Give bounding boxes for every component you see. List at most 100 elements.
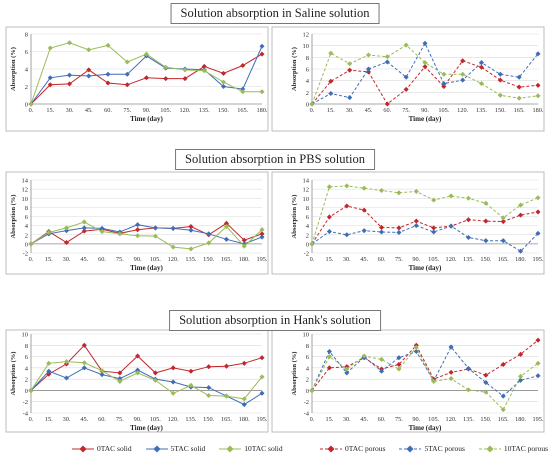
x-tick-label: 180. bbox=[532, 107, 543, 114]
x-tick-label: 45. bbox=[85, 107, 93, 114]
data-point-10tac-solid bbox=[170, 390, 176, 396]
x-tick-label: 150. bbox=[480, 256, 491, 263]
data-point-0tac-porous bbox=[413, 218, 419, 224]
data-point-10tac-porous bbox=[518, 373, 524, 379]
y-tick-label: 8 bbox=[306, 55, 309, 62]
x-tick-label: 90. bbox=[134, 256, 142, 263]
data-point-10tac-solid bbox=[220, 79, 227, 85]
x-tick-label: 165. bbox=[498, 416, 509, 423]
section-title-saline: Solution absorption in Saline solution bbox=[170, 3, 380, 24]
chart-panel-4: -2 0 2 4 6 8 10 12 14 0. 15. 30. 45. 60. 75. 90. 105. 120… bbox=[271, 171, 545, 275]
data-point-10tac-solid bbox=[99, 368, 105, 374]
data-point-10tac-porous bbox=[344, 183, 350, 189]
x-tick-label: 15. bbox=[325, 256, 333, 263]
y-tick-label: 10 bbox=[22, 196, 29, 203]
data-point-0tac-porous bbox=[378, 224, 385, 230]
series-line-10tac-porous bbox=[311, 346, 539, 411]
data-point-5tac-solid bbox=[206, 231, 212, 237]
data-point-10tac-solid bbox=[241, 243, 247, 249]
x-tick-label: 0. bbox=[310, 416, 315, 423]
data-point-10tac-solid bbox=[259, 227, 265, 233]
data-point-0tac-solid bbox=[63, 239, 70, 246]
y-tick-label: 6 bbox=[306, 214, 310, 221]
data-point-10tac-porous bbox=[497, 92, 503, 98]
data-point-10tac-porous bbox=[326, 184, 332, 190]
x-tick-label: 165. bbox=[498, 256, 509, 263]
y-tick-label: 4 bbox=[25, 365, 29, 372]
data-point-0tac-porous bbox=[344, 203, 350, 209]
y-tick-label: 14 bbox=[22, 178, 29, 185]
data-point-5tac-solid bbox=[259, 390, 265, 396]
data-point-10tac-porous bbox=[384, 54, 390, 60]
y-tick-label: -2 bbox=[23, 251, 28, 258]
section-title-hanks: Solution absorption in Hank's solution bbox=[169, 310, 381, 331]
data-point-10tac-porous bbox=[328, 50, 334, 56]
legend-marker-10tac-porous-icon bbox=[478, 444, 501, 453]
x-tick-label: 60. bbox=[378, 416, 386, 423]
y-tick-label: 0 bbox=[306, 241, 309, 248]
data-point-10tac-solid bbox=[206, 240, 212, 246]
x-tick-label: 15. bbox=[46, 107, 54, 114]
x-tick-label: 105. bbox=[428, 416, 439, 423]
x-tick-label: 120. bbox=[457, 107, 468, 114]
y-tick-label: 0 bbox=[25, 102, 28, 109]
y-tick-label: 8 bbox=[25, 343, 28, 350]
chart-panel-1: 0 2 4 6 8 0. 15. 30. 45. 60. 75. 90. 105. 120. 135. 150… bbox=[5, 26, 269, 132]
legend-item-5tac-solid: 5TAC solid bbox=[145, 444, 205, 453]
series-line-5tac-solid bbox=[30, 367, 263, 406]
data-point-10tac-solid bbox=[117, 378, 123, 384]
y-tick-label: 8 bbox=[25, 32, 28, 39]
data-point-10tac-solid bbox=[241, 396, 247, 402]
x-tick-label: 180. bbox=[515, 256, 526, 263]
legend-item-10tac-porous: 10TAC porous bbox=[478, 444, 548, 453]
legend-item-0tac-solid: 0TAC solid bbox=[72, 444, 132, 453]
series-line-10tac-porous bbox=[311, 185, 539, 245]
data-point-10tac-porous bbox=[535, 195, 541, 201]
data-point-0tac-porous bbox=[497, 77, 503, 83]
data-point-0tac-porous bbox=[326, 365, 332, 371]
legend-label-10tac-solid: 10TAC solid bbox=[244, 444, 283, 453]
data-point-10tac-porous bbox=[465, 387, 472, 393]
x-tick-label: 75. bbox=[123, 107, 131, 114]
data-point-10tac-solid bbox=[223, 393, 230, 399]
x-tick-label: 105. bbox=[160, 107, 171, 114]
data-point-0tac-solid bbox=[223, 220, 230, 226]
data-point-0tac-solid bbox=[135, 227, 141, 233]
data-point-10tac-porous bbox=[441, 71, 447, 77]
data-point-10tac-solid bbox=[170, 244, 176, 250]
data-point-0tac-solid bbox=[105, 80, 111, 86]
data-point-5tac-porous bbox=[460, 77, 466, 83]
data-point-10tac-porous bbox=[326, 354, 332, 360]
x-tick-label: 165. bbox=[514, 107, 525, 114]
data-point-10tac-porous bbox=[396, 190, 402, 196]
data-point-5tac-porous bbox=[326, 229, 332, 235]
data-point-0tac-solid bbox=[188, 368, 194, 374]
data-point-0tac-porous bbox=[347, 67, 353, 73]
data-point-5tac-porous bbox=[347, 95, 353, 101]
data-point-0tac-solid bbox=[81, 228, 87, 234]
x-tick-label: 180. bbox=[515, 416, 526, 423]
data-point-5tac-porous bbox=[326, 348, 332, 355]
legend-marker-0tac-porous-icon bbox=[320, 444, 342, 453]
data-point-0tac-porous bbox=[326, 214, 332, 220]
x-tick-label: 180. bbox=[239, 256, 250, 263]
data-point-10tac-solid bbox=[152, 377, 158, 383]
y-tick-label: 0 bbox=[25, 388, 28, 395]
legend-label-0tac-solid: 0TAC solid bbox=[97, 444, 132, 453]
data-point-10tac-porous bbox=[500, 407, 506, 413]
data-point-10tac-porous bbox=[347, 61, 353, 67]
data-point-0tac-solid bbox=[143, 75, 150, 81]
data-point-0tac-porous bbox=[465, 217, 472, 223]
x-tick-label: 150. bbox=[203, 256, 214, 263]
x-tick-label: 180. bbox=[256, 107, 267, 114]
data-point-10tac-solid bbox=[81, 360, 87, 366]
x-tick-label: 90. bbox=[134, 416, 142, 423]
data-point-10tac-porous bbox=[361, 353, 367, 359]
data-point-5tac-solid bbox=[81, 365, 87, 371]
data-point-5tac-porous bbox=[378, 368, 385, 374]
data-point-10tac-porous bbox=[483, 389, 489, 395]
data-point-5tac-porous bbox=[328, 90, 334, 97]
data-point-5tac-solid bbox=[206, 385, 212, 391]
